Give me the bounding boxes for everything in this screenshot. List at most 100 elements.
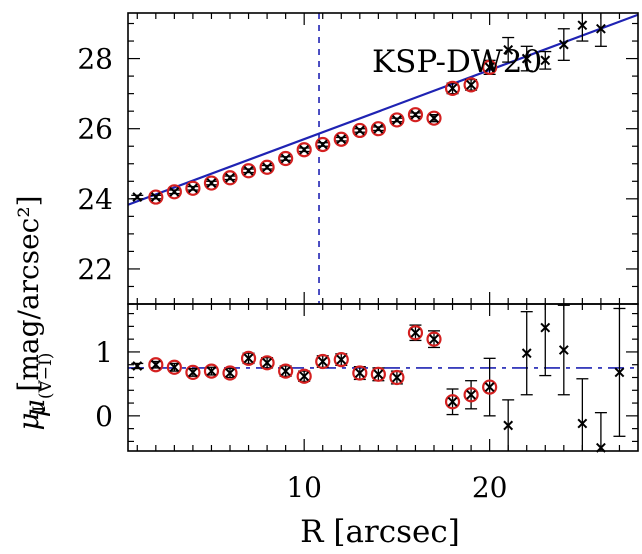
cross-marker [410,327,421,338]
bottom-data-point [166,359,182,375]
cross-marker [336,354,347,365]
circle-marker [315,353,331,370]
bottom-data-point [389,369,405,386]
y-tick-label: 1 [95,336,113,369]
circle-marker [148,189,164,205]
top-data-point [389,112,405,128]
bottom-y-label-symbol: μ [18,399,51,417]
cross-marker [317,139,328,150]
top-data-point [203,175,220,191]
cross-marker [373,123,384,134]
cross-marker [132,361,143,371]
cross-marker [317,356,328,367]
bottom-frame [127,303,639,452]
circle-marker [278,363,294,379]
circle-marker [333,352,349,368]
top-data-point [520,45,533,72]
svg-text:μI[mag/arcsec²]: μI [mag/arcsec²] [12,196,50,431]
bottom-data-point [296,368,312,384]
cross-marker [503,44,514,55]
circle-marker [352,365,368,381]
circle-marker [259,355,275,371]
bottom-data-point [315,353,331,370]
top-data-point [166,184,182,200]
bottom-data-point [278,363,294,379]
cross-marker [596,23,606,34]
cross-marker [614,367,625,378]
bottom-data-point [482,357,498,417]
y-tick-label: 28 [77,43,113,76]
cross-marker [169,362,180,373]
circle-marker [463,387,479,403]
top-y-label-symbol: μ [12,412,45,430]
circle-marker [352,122,368,139]
y-tick-label: 26 [77,113,113,146]
bottom-data-point [557,304,570,396]
cross-marker [336,134,347,145]
cross-marker [280,366,291,377]
cross-marker [577,418,588,429]
cross-marker [447,396,458,407]
circle-marker [370,366,386,382]
bottom-data-point [539,304,552,377]
cross-marker [503,420,514,431]
top-data-point [259,159,275,175]
circle-marker [407,325,424,341]
bottom-data-point [259,355,275,371]
circle-marker [222,170,238,186]
bottom-data-point [240,350,257,366]
bottom-data-point [131,361,144,371]
cross-marker [521,53,532,64]
circle-marker [166,184,182,200]
circle-marker [148,357,164,373]
circle-marker [240,163,257,179]
circle-marker [203,363,220,379]
top-data-point [557,28,570,61]
top-y-label-units: [mag/arcsec²] [12,196,45,392]
top-data-point [240,163,257,179]
bottom-data-point [222,365,238,381]
cross-marker [521,348,532,359]
bottom-data-point [576,378,589,451]
cross-marker [373,369,384,380]
x-tick-label: 10 [286,471,322,504]
circle-marker [240,350,257,366]
y-tick-label: 0 [95,400,113,433]
circle-marker [444,394,461,410]
circle-marker [315,136,331,153]
cross-marker [392,372,402,383]
chart-title: KSP-DW20 [372,44,542,80]
bottom-y-axis-label: μ(V−I) [18,353,56,418]
cross-marker [150,192,161,202]
bottom-data-point [520,311,533,396]
circle-marker [333,131,349,147]
circle-marker [296,142,312,158]
circle-marker [426,331,442,347]
bottom-data-point [148,357,164,373]
cross-marker [280,153,291,164]
bottom-data-point [352,365,368,381]
bottom-data-point [426,330,442,349]
circle-marker [166,359,182,375]
cross-marker [225,368,235,378]
y-tick-label: 22 [77,253,113,286]
top-data-point [131,192,144,202]
circle-marker [222,365,238,381]
top-data-point [315,136,331,153]
circle-marker [444,80,461,96]
cross-marker [484,382,495,392]
circle-marker [426,110,442,126]
cross-marker [392,115,402,125]
top-data-point [444,80,461,96]
cross-marker [466,389,476,400]
x-tick-label: 20 [472,471,508,504]
svg-text:μ(V−I): μ(V−I) [18,353,56,418]
cross-marker [466,79,476,90]
cross-marker [169,186,180,197]
bottom-data-point [370,366,386,382]
bottom-y-label-subscript: (V−I) [36,353,56,400]
bottom-data-point [613,307,626,437]
cross-marker [540,322,551,333]
bottom-data-point [502,399,515,451]
